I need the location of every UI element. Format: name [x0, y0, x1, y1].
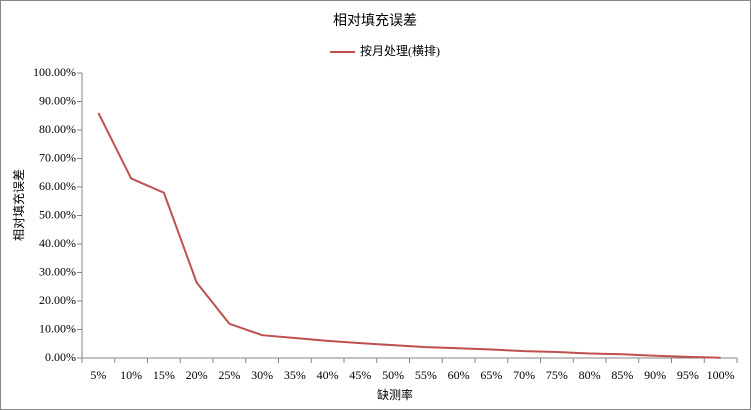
y-tick-label: 20.00%	[39, 293, 76, 307]
y-tick-label: 80.00%	[39, 122, 76, 136]
x-tick-label: 35%	[284, 368, 306, 382]
x-tick-label: 30%	[251, 368, 273, 382]
y-tick-label: 90.00%	[39, 93, 76, 107]
x-tick-label: 75%	[546, 368, 568, 382]
x-tick-label: 25%	[218, 368, 240, 382]
legend-label: 按月处理(横排)	[360, 44, 440, 58]
y-tick-label: 50.00%	[39, 207, 76, 221]
x-tick-label: 15%	[153, 368, 175, 382]
x-tick-label: 95%	[677, 368, 699, 382]
chart-title: 相对填充误差	[333, 13, 417, 29]
x-tick-label: 65%	[480, 368, 502, 382]
line-series	[97, 112, 721, 359]
y-tick-label: 70.00%	[39, 150, 76, 164]
x-tick-label: 80%	[579, 368, 601, 382]
x-tick-label: 55%	[415, 368, 437, 382]
x-tick-label: 10%	[120, 368, 142, 382]
y-tick-label: 60.00%	[39, 179, 76, 193]
x-tick-label: 70%	[513, 368, 535, 382]
x-tick-label: 20%	[186, 368, 208, 382]
x-axis-title: 缺测率	[377, 387, 413, 402]
y-tick-label: 40.00%	[39, 236, 76, 250]
x-tick-label: 40%	[317, 368, 339, 382]
x-tick-label: 85%	[611, 368, 633, 382]
y-tick-label: 0.00%	[45, 350, 76, 364]
x-tick-label: 100%	[707, 368, 735, 382]
y-tick-label: 100.00%	[33, 65, 76, 79]
x-tick-label: 90%	[644, 368, 666, 382]
x-tick-label: 50%	[382, 368, 404, 382]
x-tick-label: 60%	[448, 368, 470, 382]
y-tick-label: 30.00%	[39, 264, 76, 278]
x-tick-label: 45%	[349, 368, 371, 382]
y-tick-label: 10.00%	[39, 321, 76, 335]
x-tick-label: 5%	[90, 368, 106, 382]
y-axis-title: 相对填充误差	[11, 169, 26, 241]
